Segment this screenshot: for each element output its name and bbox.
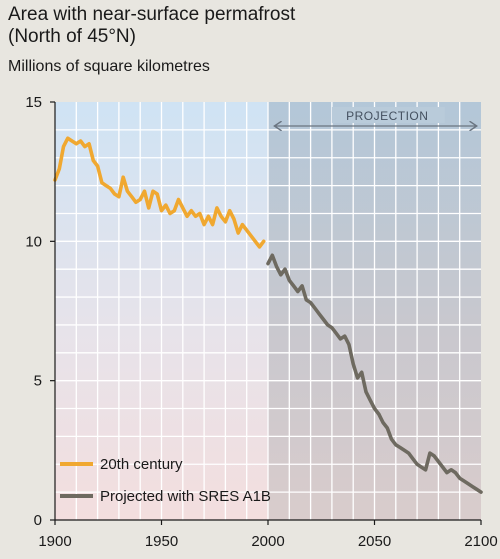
y-tick-label: 5 (34, 373, 42, 390)
projection-label: PROJECTION (346, 109, 428, 123)
projection-annotation: PROJECTION (274, 107, 476, 126)
chart-header: Area with near-surface permafrost (North… (8, 4, 295, 76)
x-tick-label: 2050 (358, 533, 391, 550)
x-tick-label: 1950 (145, 533, 178, 550)
chart-title-line1: Area with near-surface permafrost (8, 4, 296, 25)
x-tick-label: 2100 (464, 533, 497, 550)
y-tick-label: 10 (25, 233, 42, 250)
chart-legend: 20th century Projected with SRES A1B (60, 456, 271, 505)
chart-title-line2: (North of 45°N) (8, 26, 136, 47)
series-line-20th-century (53, 136, 266, 249)
legend-label: Projected with SRES A1B (100, 488, 271, 505)
data-series (53, 136, 483, 494)
series-line-projected (266, 253, 483, 494)
y-tick-label: 0 (34, 512, 42, 529)
y-unit-label: Millions of square kilometres (8, 58, 210, 75)
x-tick-label: 2000 (251, 533, 284, 550)
grid-lines (55, 102, 481, 520)
axes: 0 5 10 15 1900 1950 2000 2050 2100 (25, 94, 497, 550)
legend-label: 20th century (100, 456, 183, 473)
y-tick-label: 15 (25, 94, 42, 111)
projection-label-bg (331, 107, 445, 123)
x-tick-label: 1900 (38, 533, 71, 550)
